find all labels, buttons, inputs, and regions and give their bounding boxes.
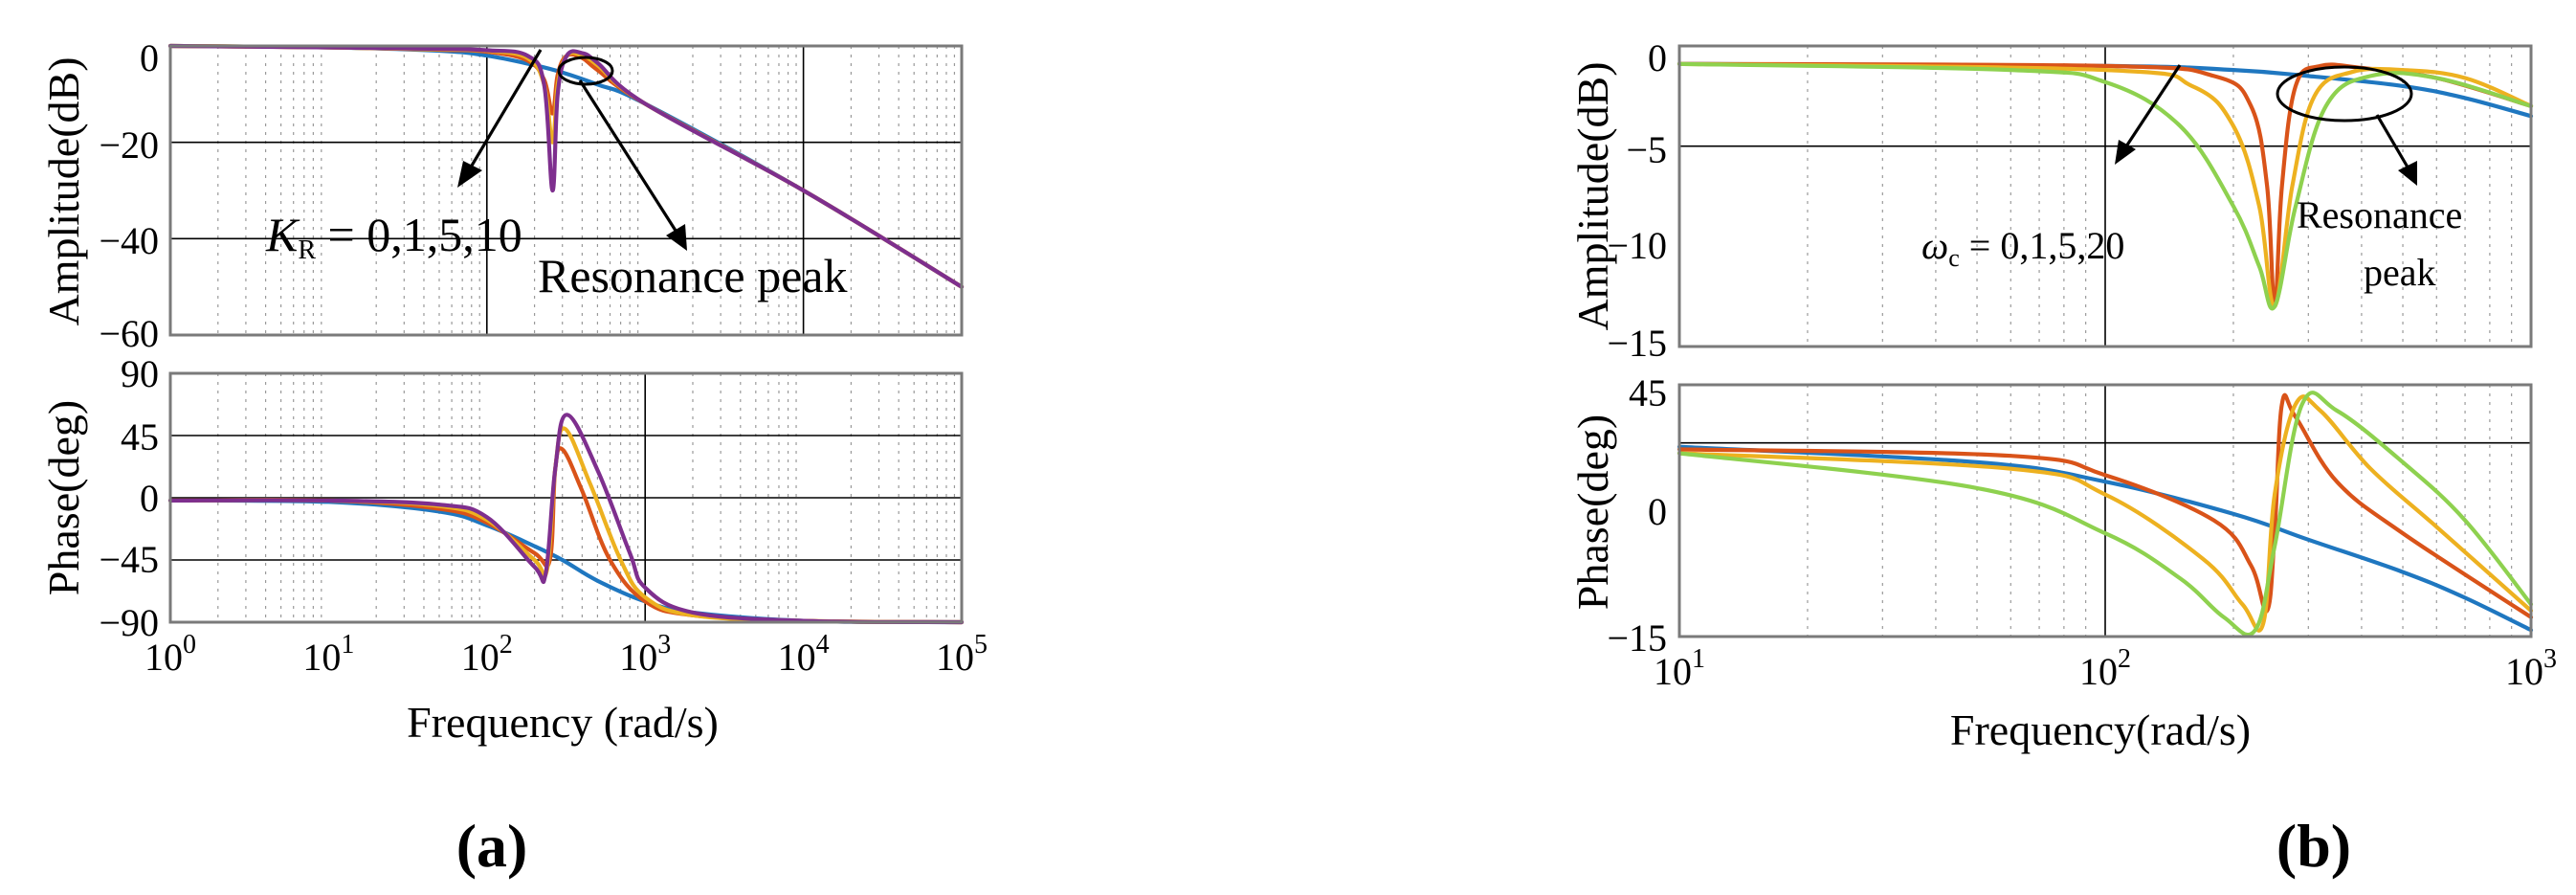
ytick: 45: [1629, 371, 1667, 414]
peak-ellipse: [557, 56, 614, 86]
xtick: 102: [2079, 644, 2131, 693]
panel-label-b: (b): [2276, 812, 2351, 880]
grid: [1679, 46, 2531, 347]
xtick: 101: [302, 630, 354, 679]
ytick: 90: [121, 352, 159, 395]
arrow-line: [2375, 114, 2411, 171]
arrow-head: [457, 161, 482, 188]
plot-frame: [168, 371, 964, 624]
plot-frame: [1677, 44, 2533, 348]
xtick: 101: [1654, 644, 1705, 693]
ytick: −15: [1607, 322, 1667, 365]
series-line-green: [1677, 391, 2534, 638]
grid: [1679, 385, 2531, 637]
peak-label: peak: [2364, 251, 2436, 294]
ytick: −5: [1626, 128, 1667, 171]
series-line-purple: [167, 43, 965, 289]
param-label: KR = 0,1,5,10: [265, 208, 522, 265]
series-line-purple: [167, 413, 965, 625]
x-tick-labels: 100 101 102 103 104 105: [144, 630, 988, 679]
series-line-red: [167, 446, 965, 625]
panel-a-annotations: KR = 0,1,5,10 Resonance peak: [265, 49, 847, 302]
grid: [170, 46, 962, 335]
xtick: 103: [2505, 644, 2557, 693]
arrow-line: [2122, 64, 2182, 150]
ytick: −45: [99, 538, 159, 581]
ytick: −10: [1607, 224, 1667, 267]
peak-ellipse: [2276, 65, 2413, 123]
arrow-line: [578, 79, 679, 235]
xtick: 104: [778, 630, 830, 679]
grid: [170, 373, 962, 622]
ytick: 0: [140, 477, 159, 520]
series-line-orange: [1677, 61, 2534, 309]
xtick: 100: [144, 630, 196, 679]
arrow-line: [467, 49, 543, 171]
ytick: 0: [1648, 36, 1667, 79]
ytick: −20: [99, 123, 159, 167]
ytick: −40: [99, 219, 159, 262]
x-axis-label: Frequency(rad/s): [1950, 705, 2251, 754]
ytick: −60: [99, 312, 159, 355]
ytick: −15: [1607, 616, 1667, 660]
ytick: −90: [99, 601, 159, 644]
panel-b-phase: 45 0 −15 Phase(deg) 101 102 103 Frequency(…: [1568, 371, 2557, 754]
arrow-head: [2398, 161, 2417, 186]
series-line-orange: [1677, 394, 2534, 633]
panel-label-a: (a): [456, 812, 528, 880]
ytick: 0: [1648, 490, 1667, 533]
y-axis-label: Phase(deg): [1568, 414, 1617, 610]
panel-a-phase: 90 45 0 −45 −90 Phase(deg) 100 101 102 103 1…: [39, 352, 988, 747]
xtick: 102: [461, 630, 513, 679]
xtick: 103: [619, 630, 671, 679]
series-line-green: [1677, 61, 2534, 311]
series-line-red: [1677, 392, 2534, 619]
series-line-blue: [1677, 444, 2534, 633]
series-line-blue: [167, 498, 965, 625]
y-axis-label: Amplitude(dB): [1568, 61, 1617, 330]
y-axis-label: Amplitude(dB): [39, 56, 88, 325]
plot-frame: [1677, 383, 2533, 638]
xtick: 105: [936, 630, 988, 679]
arrow-head: [666, 224, 687, 251]
panel-b-annotations: ωc = 0,1,5,20 Resonance peak: [1921, 64, 2462, 294]
param-label: ωc = 0,1,5,20: [1921, 224, 2124, 272]
curves: [1677, 391, 2534, 638]
resonance-peak-label: Resonance peak: [538, 249, 847, 302]
resonance-label: Resonance: [2297, 193, 2462, 236]
plot-frame: [168, 44, 964, 337]
ytick: 0: [140, 36, 159, 79]
curves: [167, 43, 965, 289]
x-axis-label: Frequency (rad/s): [407, 698, 719, 747]
curves: [167, 413, 965, 625]
panel-a-amplitude: 0 −20 −40 −60 Amplitude(dB): [39, 36, 965, 355]
ytick: 45: [121, 415, 159, 459]
x-tick-labels: 101 102 103: [1654, 644, 2557, 693]
y-axis-label: Phase(deg): [39, 400, 88, 595]
arrow-head: [2115, 140, 2136, 165]
